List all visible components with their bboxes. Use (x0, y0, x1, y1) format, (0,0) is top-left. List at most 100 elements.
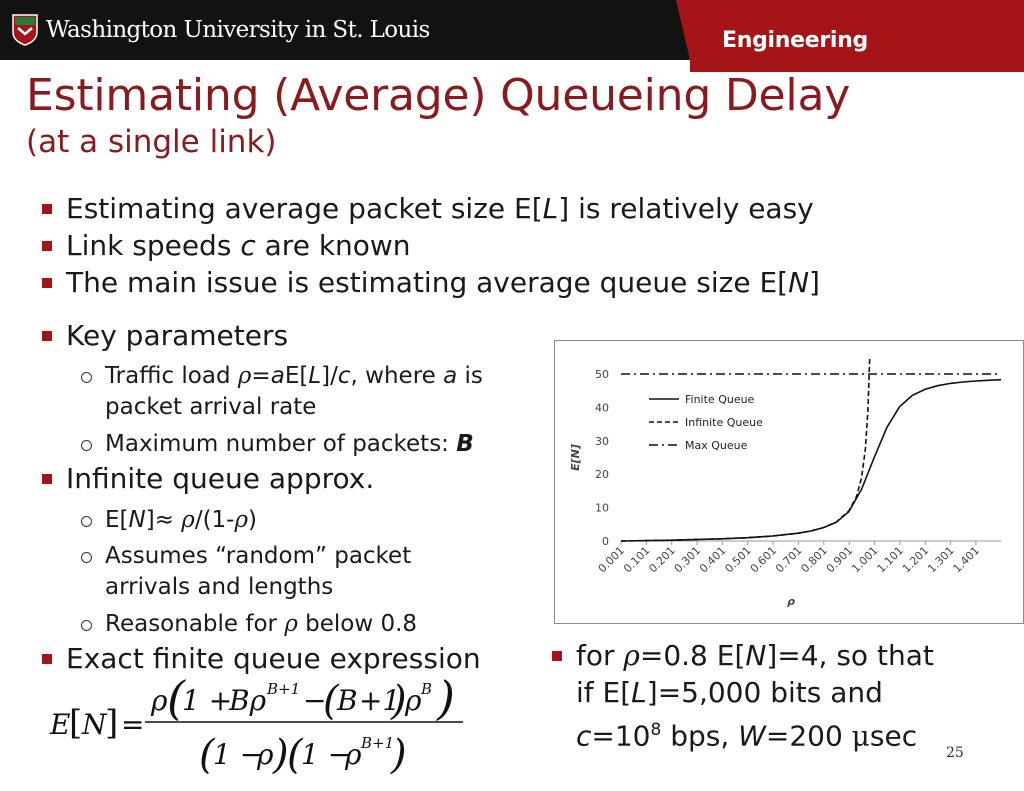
subbullet-marker (81, 372, 92, 383)
svg-text:ρ: ρ (404, 684, 422, 717)
svg-text:B: B (266, 680, 278, 698)
svg-text:ρ: ρ (150, 684, 168, 717)
sub-text: E[ (284, 363, 309, 389)
svg-text:+1: +1 (359, 684, 400, 717)
var-L: L (631, 676, 647, 709)
chart-plot: 0 10 20 30 40 50 0.0010.1010.2010.3010.4010.50… (569, 358, 1002, 608)
x-tick-label: 0.501 (722, 544, 753, 575)
bullet-text: =200 (765, 719, 852, 753)
subbullet-approx-formula: E[N]≈ ρ/(1-ρ) (81, 505, 257, 536)
rho-symbol: ρ (237, 363, 252, 389)
x-tick-label: 1.101 (875, 544, 906, 575)
bullet-infinite-queue: Infinite queue approx. (42, 461, 375, 497)
bullet-text: bps, (661, 719, 739, 753)
bullet-marker (552, 651, 562, 661)
legend-label: Finite Queue (685, 393, 755, 406)
sub-text: ]≈ (145, 507, 182, 533)
sub-text: Reasonable for (105, 611, 285, 637)
svg-text:(: ( (167, 672, 186, 725)
svg-text:(: ( (323, 678, 340, 724)
bullet-example-line2: if E[L]=5,000 bits and (576, 675, 883, 711)
svg-text:−: − (303, 684, 326, 717)
y-tick-label: 50 (595, 368, 609, 381)
sub-text: /(1- (194, 507, 235, 533)
var-N: N (745, 639, 767, 672)
rho-symbol: ρ (234, 507, 249, 533)
svg-text:=: = (121, 708, 144, 741)
x-tick-label: 0.201 (646, 544, 677, 575)
engineering-banner (690, 0, 1024, 72)
svg-text:+1: +1 (372, 734, 394, 752)
bullet-marker (42, 241, 52, 251)
svg-text:): ) (390, 732, 407, 778)
y-tick-label: 40 (595, 401, 609, 414)
series-line-infinite-queue (620, 358, 871, 542)
y-tick-label: 10 (595, 502, 609, 515)
bullet-text: Estimating average packet size E[ (66, 192, 543, 225)
bullet-link-speeds: Link speeds c are known (42, 228, 411, 264)
legend-label: Max Queue (685, 439, 748, 452)
var-N: N (788, 266, 810, 299)
subbullet-marker (81, 516, 92, 527)
var-L: L (542, 192, 559, 225)
svg-text:1 +: 1 + (182, 684, 232, 717)
sub-text: , where (350, 363, 444, 389)
bullet-text: are known (255, 229, 411, 262)
subbullet-marker (81, 620, 92, 631)
y-axis-label: E[N] (569, 444, 582, 471)
x-tick-label: 0.301 (672, 544, 703, 575)
svg-text:B: B (360, 734, 372, 752)
bullet-text: sec (869, 719, 918, 753)
svg-text:+1: +1 (278, 680, 300, 698)
sub-text: Traffic load (105, 363, 238, 389)
subbullet-traffic-load: Traffic load ρ=aE[L]/c, where a is (81, 361, 483, 392)
sub-text: Maximum number of packets: (105, 431, 457, 457)
bullet-exact-finite: Exact finite queue expression (42, 641, 481, 677)
x-tick-label: 0.101 (621, 544, 652, 575)
subbullet-reasonable: Reasonable for ρ below 0.8 (81, 609, 418, 640)
exponent: 8 (650, 720, 662, 740)
svg-text:ρ: ρ (344, 738, 362, 771)
sub-text: = (251, 363, 271, 389)
bullet-text: if E[ (576, 676, 632, 709)
var-B: B (456, 431, 474, 457)
finite-queue-formula: E [ N ] = ρ ( 1 + Bρ B +1 − ( B +1 ) ρ B… (45, 671, 525, 782)
bullet-text: ] (809, 266, 820, 299)
svg-text:): ) (272, 732, 289, 778)
bullet-text: Key parameters (66, 319, 289, 352)
svg-text:(: ( (199, 732, 216, 778)
bullet-key-parameters: Key parameters (42, 318, 289, 354)
x-tick-label: 1.401 (951, 544, 982, 575)
var-c: c (576, 719, 592, 753)
legend-label: Infinite Queue (685, 416, 763, 429)
bullet-marker (42, 331, 52, 341)
mu-symbol: μ (851, 719, 870, 753)
var-a: a (270, 363, 285, 389)
x-tick-label: 0.001 (596, 544, 627, 575)
bullet-text: Infinite queue approx. (66, 462, 375, 495)
sub-text: Assumes “random” packet (105, 543, 412, 569)
var-c: c (337, 363, 351, 389)
x-axis-label: ρ (787, 595, 795, 608)
bullet-text: ]=4, so that (766, 639, 934, 672)
subbullet-traffic-load-line2: packet arrival rate (105, 394, 317, 420)
bullet-text: Link speeds (66, 229, 241, 262)
bullet-text: =0.8 E[ (639, 639, 746, 672)
y-tick-label: 20 (595, 468, 609, 481)
page-number: 25 (946, 745, 964, 761)
engineering-fold (676, 0, 690, 60)
bullet-marker (42, 654, 52, 664)
bullet-main-issue: The main issue is estimating average que… (42, 265, 820, 301)
sub-text: below 0.8 (297, 611, 418, 637)
y-tick-label: 0 (602, 535, 609, 548)
slide-subtitle: (at a single link) (26, 124, 277, 160)
svg-text:1 −: 1 − (213, 738, 263, 771)
svg-text:): ) (390, 678, 407, 724)
x-tick-label: 0.401 (697, 544, 728, 575)
x-tick-label: 0.901 (824, 544, 855, 575)
subbullet-random-arrivals-line2: arrivals and lengths (105, 574, 334, 600)
var-L: L (308, 363, 322, 389)
bullet-example-line3: c=108 bps, W=200 μsec (576, 712, 917, 754)
series-line-finite-queue (620, 378, 1002, 542)
bullet-marker (42, 474, 52, 484)
